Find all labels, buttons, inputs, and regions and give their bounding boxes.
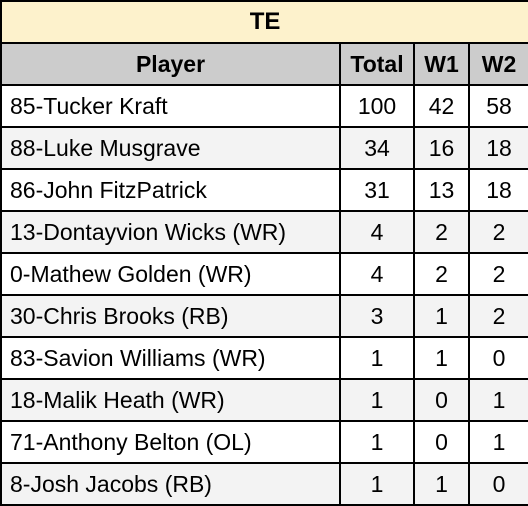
cell-player: 30-Chris Brooks (RB)	[0, 294, 341, 338]
cell-player: 0-Mathew Golden (WR)	[0, 252, 341, 296]
table-row: 85-Tucker Kraft 100 42 58	[0, 84, 528, 128]
table-row: 18-Malik Heath (WR) 1 0 1	[0, 378, 528, 422]
cell-w2: 18	[467, 168, 528, 212]
cell-w2: 2	[467, 210, 528, 254]
cell-total: 4	[339, 210, 415, 254]
table-row: 0-Mathew Golden (WR) 4 2 2	[0, 252, 528, 296]
cell-w1: 16	[413, 126, 470, 170]
cell-w1: 0	[413, 420, 470, 464]
cell-w2: 2	[467, 252, 528, 296]
header-total: Total	[339, 42, 415, 86]
cell-total: 1	[339, 378, 415, 422]
table-row: 83-Savion Williams (WR) 1 1 0	[0, 336, 528, 380]
cell-w2: 1	[467, 420, 528, 464]
table-title-row: TE	[0, 0, 528, 44]
cell-w1: 13	[413, 168, 470, 212]
cell-total: 34	[339, 126, 415, 170]
table-row: 71-Anthony Belton (OL) 1 0 1	[0, 420, 528, 464]
cell-w2: 58	[467, 84, 528, 128]
cell-w1: 2	[413, 252, 470, 296]
column-header-row: Player Total W1 W2	[0, 42, 528, 86]
cell-w2: 0	[467, 462, 528, 506]
cell-player: 71-Anthony Belton (OL)	[0, 420, 341, 464]
header-w1: W1	[413, 42, 470, 86]
table-row: 13-Dontayvion Wicks (WR) 4 2 2	[0, 210, 528, 254]
table-body: 85-Tucker Kraft 100 42 58 88-Luke Musgra…	[0, 84, 528, 506]
cell-player: 13-Dontayvion Wicks (WR)	[0, 210, 341, 254]
cell-player: 83-Savion Williams (WR)	[0, 336, 341, 380]
cell-w1: 1	[413, 294, 470, 338]
cell-w1: 0	[413, 378, 470, 422]
cell-w2: 0	[467, 336, 528, 380]
table-row: 86-John FitzPatrick 31 13 18	[0, 168, 528, 212]
cell-w2: 1	[467, 378, 528, 422]
cell-w1: 42	[413, 84, 470, 128]
table-row: 8-Josh Jacobs (RB) 1 1 0	[0, 462, 528, 506]
cell-total: 1	[339, 420, 415, 464]
cell-w1: 2	[413, 210, 470, 254]
cell-total: 100	[339, 84, 415, 128]
cell-player: 85-Tucker Kraft	[0, 84, 341, 128]
cell-player: 88-Luke Musgrave	[0, 126, 341, 170]
header-w2: W2	[467, 42, 528, 86]
cell-player: 18-Malik Heath (WR)	[0, 378, 341, 422]
header-player: Player	[0, 42, 341, 86]
cell-player: 8-Josh Jacobs (RB)	[0, 462, 341, 506]
table-title: TE	[0, 0, 528, 44]
cell-player: 86-John FitzPatrick	[0, 168, 341, 212]
table-row: 88-Luke Musgrave 34 16 18	[0, 126, 528, 170]
cell-total: 31	[339, 168, 415, 212]
cell-w2: 2	[467, 294, 528, 338]
cell-total: 3	[339, 294, 415, 338]
table-row: 30-Chris Brooks (RB) 3 1 2	[0, 294, 528, 338]
cell-w1: 1	[413, 336, 470, 380]
cell-w1: 1	[413, 462, 470, 506]
cell-total: 1	[339, 336, 415, 380]
cell-w2: 18	[467, 126, 528, 170]
cell-total: 1	[339, 462, 415, 506]
cell-total: 4	[339, 252, 415, 296]
